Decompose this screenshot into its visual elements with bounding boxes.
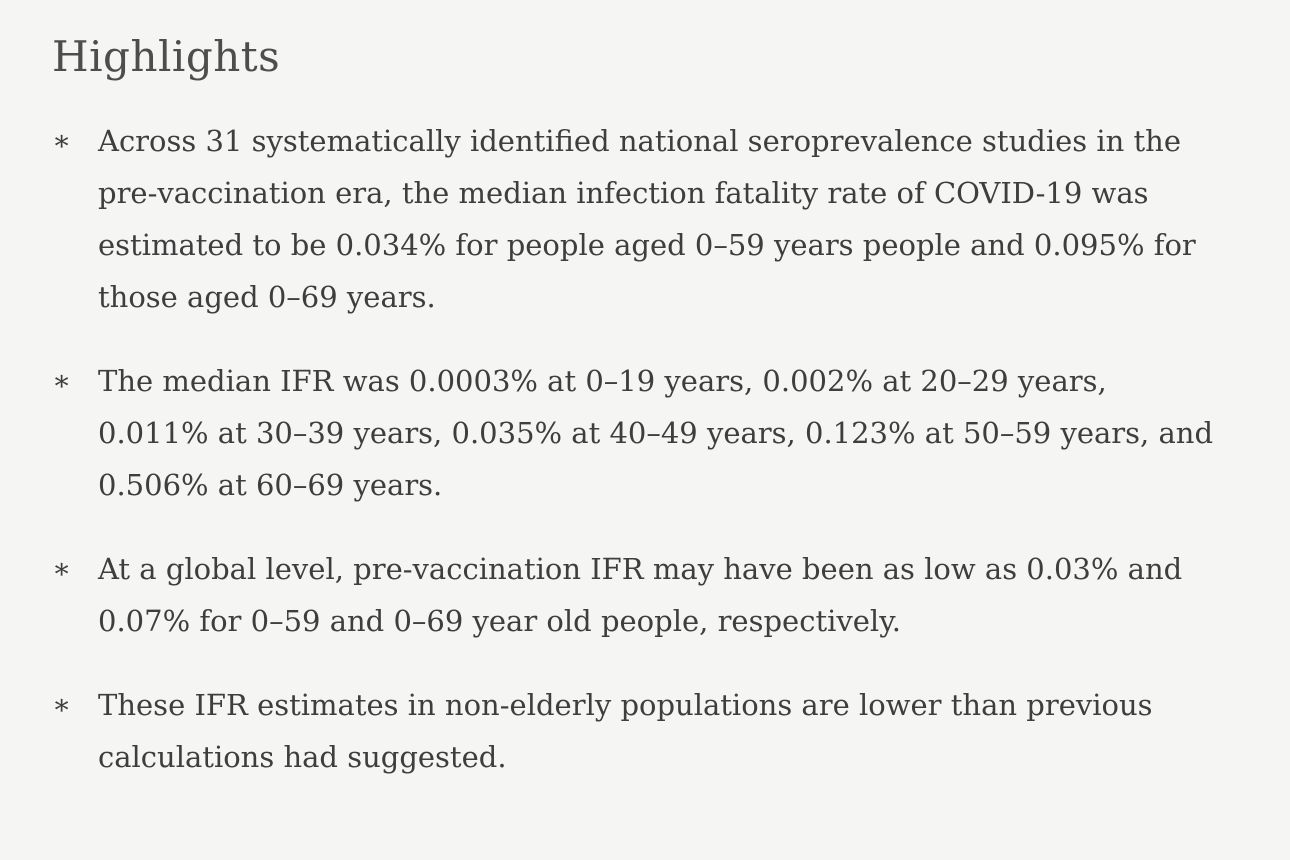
highlight-item: ∗ At a global level, pre-vaccination IFR… — [52, 543, 1238, 647]
highlight-text: The median IFR was 0.0003% at 0–19 years… — [98, 363, 1214, 502]
highlights-list: ∗ Across 31 systematically identified na… — [52, 115, 1238, 783]
highlight-text: At a global level, pre-vaccination IFR m… — [98, 551, 1183, 638]
highlights-heading: Highlights — [52, 32, 281, 81]
asterisk-bullet-icon: ∗ — [52, 123, 72, 157]
highlight-text: These IFR estimates in non-elderly popul… — [98, 687, 1153, 774]
highlight-item: ∗ Across 31 systematically identified na… — [52, 115, 1238, 323]
highlight-item: ∗ The median IFR was 0.0003% at 0–19 yea… — [52, 355, 1238, 511]
asterisk-bullet-icon: ∗ — [52, 363, 72, 397]
highlight-text: Across 31 systematically identified nati… — [98, 123, 1196, 314]
highlight-item: ∗ These IFR estimates in non-elderly pop… — [52, 679, 1238, 783]
asterisk-bullet-icon: ∗ — [52, 551, 72, 585]
asterisk-bullet-icon: ∗ — [52, 687, 72, 721]
